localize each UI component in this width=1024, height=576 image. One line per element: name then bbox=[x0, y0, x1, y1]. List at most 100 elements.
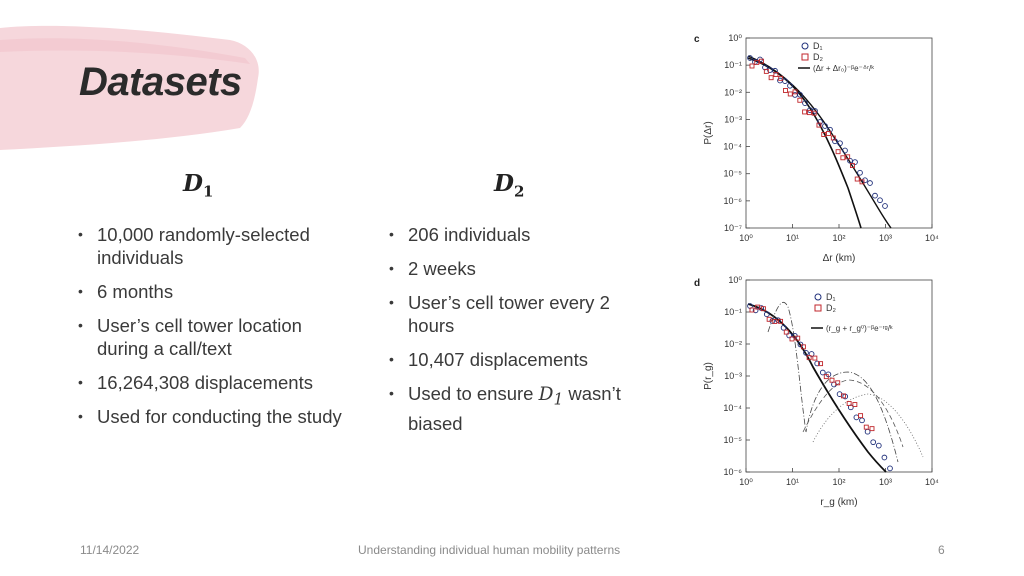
data-point-d2 bbox=[778, 75, 784, 81]
data-point-d1 bbox=[842, 147, 848, 154]
legend-marker-d2 bbox=[801, 53, 809, 61]
data-point-d2 bbox=[763, 68, 769, 74]
data-point-d1 bbox=[763, 311, 770, 318]
x-tick-label: 10⁰ bbox=[739, 477, 753, 487]
data-point-d2 bbox=[766, 316, 772, 322]
y-tick-label: 10⁻¹ bbox=[724, 60, 742, 70]
data-point-d2 bbox=[816, 122, 822, 128]
x-tick-label: 10² bbox=[832, 233, 845, 243]
plot-frame bbox=[745, 279, 933, 473]
data-point-d1 bbox=[814, 360, 821, 367]
data-point-d1 bbox=[853, 414, 860, 421]
data-point-d2 bbox=[772, 319, 778, 324]
figure-panel-d: d P(r_g) r_g (km) 10⁰ 10⁻¹ 10⁻² 10⁻³ 10⁻⁴ 10⁻… bbox=[688, 272, 950, 512]
x-tick-label: 10⁴ bbox=[925, 233, 939, 243]
legend-marker-d1 bbox=[814, 293, 822, 301]
data-point-d2 bbox=[754, 59, 760, 65]
data-point-d2 bbox=[749, 307, 755, 313]
legend-label: D₁ bbox=[826, 292, 836, 302]
dash-dot-curve bbox=[767, 302, 899, 463]
data-point-d2 bbox=[755, 304, 761, 310]
data-point-d2 bbox=[812, 355, 818, 361]
data-point-d2 bbox=[792, 89, 798, 95]
data-point-d1 bbox=[875, 442, 882, 449]
pink-brush-stroke bbox=[0, 25, 259, 150]
data-point-d2 bbox=[749, 63, 755, 69]
plot-d: d P(r_g) r_g (km) 10⁰ 10⁻¹ 10⁻² 10⁻³ 10⁻⁴ 10⁻… bbox=[694, 275, 939, 508]
fit-curve bbox=[747, 57, 862, 229]
data-point-d2 bbox=[760, 306, 766, 312]
data-point-d2 bbox=[795, 335, 801, 341]
bullet-list-d1: 10,000 randomly-selected individuals 6 m… bbox=[78, 223, 353, 439]
x-tick-label: 10⁴ bbox=[925, 477, 939, 487]
y-axis-label: P(r_g) bbox=[703, 362, 714, 390]
data-point-d2 bbox=[852, 402, 858, 408]
data-point-d2 bbox=[854, 176, 860, 182]
legend-marker-d1 bbox=[801, 42, 809, 50]
figure-panel-c: c P(Δr) Δr (km) 10⁰ 10⁻¹ 10⁻² 10⁻³ 10⁻⁴ 10⁻⁵ 1… bbox=[688, 28, 950, 268]
data-point-d1 bbox=[827, 126, 833, 133]
data-point-d2 bbox=[835, 149, 841, 155]
y-tick-label: 10⁻³ bbox=[724, 371, 742, 381]
data-point-d1 bbox=[786, 332, 793, 339]
data-point-d1 bbox=[762, 64, 768, 71]
bullet-item: User’s cell tower every 2 hours bbox=[389, 291, 639, 337]
y-tick-label: 10⁻¹ bbox=[724, 307, 742, 317]
bullet-item: 10,407 displacements bbox=[389, 348, 639, 371]
x-tick-label: 10³ bbox=[879, 233, 892, 243]
x-tick-label: 10⁰ bbox=[739, 233, 753, 243]
data-point-d2 bbox=[787, 91, 793, 97]
legend: D₁ D₂ (Δr + Δr₀)⁻ᵝe⁻ᐞʳ/ᵏ bbox=[798, 41, 874, 73]
data-point-d1 bbox=[802, 100, 808, 106]
data-point-d2 bbox=[826, 131, 831, 136]
x-tick-label: 10¹ bbox=[786, 233, 799, 243]
data-point-d1 bbox=[877, 197, 883, 204]
y-axis-label: P(Δr) bbox=[703, 121, 714, 144]
y-tick-label: 10⁻² bbox=[724, 339, 742, 349]
data-point-d1 bbox=[782, 78, 788, 84]
data-point-d1 bbox=[867, 180, 873, 186]
bullet-item: 6 months bbox=[78, 280, 353, 303]
data-point-d1 bbox=[775, 317, 781, 324]
y-tick-label: 10⁻⁴ bbox=[723, 142, 742, 152]
data-point-d2 bbox=[840, 393, 846, 399]
data-point-d1 bbox=[864, 428, 871, 435]
y-tick-label: 10⁻⁴ bbox=[723, 403, 742, 413]
data-point-d2 bbox=[768, 75, 774, 81]
legend-label: D₁ bbox=[813, 41, 823, 51]
legend-marker-d2 bbox=[814, 304, 822, 312]
bullet-item: 16,264,308 displacements bbox=[78, 371, 353, 394]
data-point-d2 bbox=[823, 374, 829, 380]
bullet-item: Used to ensure D1 wasn’t biased bbox=[389, 382, 639, 435]
bullet-item: Used for conducting the study bbox=[78, 405, 353, 428]
data-point-d2 bbox=[829, 377, 835, 383]
data-point-d2 bbox=[797, 97, 803, 103]
data-point-d2 bbox=[806, 110, 812, 116]
bullet-list-d2: 206 individuals 2 weeks User’s cell towe… bbox=[389, 223, 639, 446]
y-tick-label: 10⁻⁵ bbox=[724, 169, 743, 179]
legend: D₁ D₂ (r_g + r_g⁰)⁻ᵝe⁻ʳᵍ/ᵏ bbox=[811, 292, 893, 333]
fit-curve bbox=[747, 55, 892, 229]
data-point-d2 bbox=[849, 163, 855, 168]
data-point-d2 bbox=[818, 361, 824, 367]
bullet-item: 2 weeks bbox=[389, 257, 639, 280]
data-point-d2 bbox=[773, 72, 779, 77]
data-point-d2 bbox=[863, 424, 869, 430]
x-axis-label: r_g (km) bbox=[820, 497, 857, 508]
y-tick-label: 10⁰ bbox=[728, 275, 742, 285]
data-point-d2 bbox=[830, 135, 836, 141]
panel-label: d bbox=[694, 278, 700, 289]
data-point-d1 bbox=[772, 67, 778, 74]
legend-label: D₂ bbox=[826, 303, 836, 313]
data-point-d2 bbox=[835, 380, 841, 386]
y-tick-label: 10⁻⁶ bbox=[724, 196, 743, 206]
data-point-d1 bbox=[882, 203, 888, 209]
panel-label: c bbox=[694, 34, 700, 45]
y-tick-label: 10⁻⁷ bbox=[724, 223, 742, 233]
data-point-d1 bbox=[817, 119, 823, 125]
y-tick-label: 10⁻⁶ bbox=[724, 467, 743, 477]
x-tick-label: 10¹ bbox=[786, 477, 799, 487]
x-tick-label: 10² bbox=[832, 477, 845, 487]
footer-title: Understanding individual human mobility … bbox=[358, 543, 621, 557]
data-point-d1 bbox=[787, 82, 793, 89]
